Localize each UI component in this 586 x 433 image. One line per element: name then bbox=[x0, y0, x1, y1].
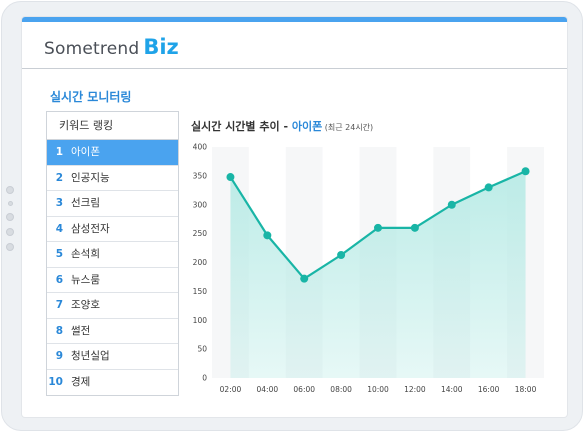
data-point bbox=[521, 167, 530, 176]
y-tick-label: 50 bbox=[197, 345, 207, 354]
series-area bbox=[230, 171, 526, 378]
y-tick-label: 400 bbox=[193, 143, 208, 152]
data-point bbox=[374, 223, 382, 232]
ranking-number: 1 bbox=[55, 146, 63, 158]
ranking-list: 1 아이폰 2 인공지능 3 선크림 4 삼성전자 5 손석희 6 뉴스룸 7 조양호 8 썰전 9 청년실업 10… bbox=[47, 140, 178, 395]
x-tick-label: 02:00 bbox=[220, 385, 242, 394]
ranking-item-2[interactable]: 2 인공지능 bbox=[47, 166, 178, 191]
data-point bbox=[484, 183, 493, 192]
device-side-buttons bbox=[6, 186, 14, 258]
ranking-number: 7 bbox=[55, 299, 63, 311]
x-tick-label: 04:00 bbox=[257, 385, 279, 394]
chart-title: 실시간 시간별 추이 - 아이폰 (최근 24시간) bbox=[191, 118, 373, 134]
data-point bbox=[263, 231, 272, 240]
brand-logo[interactable]: Sometrend Biz bbox=[44, 35, 179, 59]
ranking-item-7[interactable]: 7 조양호 bbox=[47, 293, 178, 319]
x-tick-label: 16:00 bbox=[478, 385, 500, 394]
ranking-label: 썰전 bbox=[71, 324, 91, 337]
x-tick-label: 12:00 bbox=[404, 385, 426, 394]
ranking-item-4[interactable]: 4 삼성전자 bbox=[47, 217, 178, 242]
ranking-number: 4 bbox=[55, 222, 63, 235]
x-tick-label: 18:00 bbox=[515, 385, 537, 394]
ranking-label: 아이폰 bbox=[71, 146, 100, 158]
x-tick-label: 08:00 bbox=[330, 385, 352, 394]
data-point bbox=[337, 250, 346, 259]
chart-title-sub: (최근 24시간) bbox=[322, 123, 374, 132]
top-accent-bar bbox=[22, 17, 567, 22]
side-dot-icon bbox=[8, 201, 13, 206]
ranking-item-3[interactable]: 3 선크림 bbox=[47, 191, 178, 217]
section-title: 실시간 모니터링 bbox=[50, 90, 132, 104]
ranking-label: 선크림 bbox=[71, 197, 100, 209]
keyword-ranking-panel: 키워드 랭킹 1 아이폰 2 인공지능 3 선크림 4 삼성전자 5 손석희 6 뉴스룸 7 조양호 8 썰전… bbox=[46, 111, 179, 396]
app-header: Sometrend Biz bbox=[22, 22, 567, 69]
y-tick-label: 300 bbox=[193, 200, 208, 209]
x-tick-label: 06:00 bbox=[293, 385, 315, 394]
chart-title-main: 실시간 시간별 추이 - bbox=[191, 120, 292, 133]
ranking-item-1[interactable]: 1 아이폰 bbox=[47, 140, 178, 166]
ranking-label: 삼성전자 bbox=[71, 222, 110, 235]
data-point bbox=[410, 223, 419, 232]
chart-title-keyword: 아이폰 bbox=[291, 120, 323, 133]
ranking-label: 경제 bbox=[71, 375, 91, 388]
side-button-icon bbox=[6, 186, 14, 194]
data-point bbox=[300, 274, 309, 283]
ranking-number: 3 bbox=[55, 197, 63, 209]
ranking-number: 8 bbox=[55, 324, 63, 337]
y-tick-label: 350 bbox=[193, 171, 208, 180]
ranking-number: 6 bbox=[55, 273, 63, 286]
x-tick-label: 14:00 bbox=[441, 385, 463, 394]
ranking-header: 키워드 랭킹 bbox=[47, 112, 178, 140]
brand-word: Sometrend bbox=[44, 39, 140, 59]
data-point bbox=[447, 200, 456, 209]
y-tick-label: 150 bbox=[193, 287, 208, 296]
x-tick-label: 10:00 bbox=[367, 385, 389, 394]
ranking-label: 손석희 bbox=[71, 248, 100, 260]
side-button-icon bbox=[6, 213, 14, 221]
side-button-icon bbox=[6, 228, 14, 236]
data-point bbox=[226, 173, 235, 182]
ranking-label: 인공지능 bbox=[71, 171, 110, 184]
side-button-icon bbox=[6, 243, 14, 251]
ranking-item-6[interactable]: 6 뉴스룸 bbox=[47, 268, 178, 293]
brand-suffix: Biz bbox=[143, 35, 179, 59]
y-tick-label: 100 bbox=[193, 316, 208, 325]
app-screen: Sometrend Biz 실시간 모니터링 키워드 랭킹 1 아이폰 2 인공지능 3 선… bbox=[22, 17, 567, 417]
ranking-label: 조양호 bbox=[71, 299, 100, 311]
ranking-label: 청년실업 bbox=[71, 350, 110, 362]
ranking-item-5[interactable]: 5 손석희 bbox=[47, 242, 178, 268]
ranking-number: 5 bbox=[55, 248, 63, 260]
ranking-number: 2 bbox=[55, 171, 63, 184]
ranking-item-10[interactable]: 10 경제 bbox=[47, 370, 178, 396]
y-tick-label: 200 bbox=[193, 258, 208, 267]
ranking-item-8[interactable]: 8 썰전 bbox=[47, 319, 178, 344]
ranking-item-9[interactable]: 9 청년실업 bbox=[47, 344, 178, 370]
trend-chart: 0 50 100 150 200 250 300 350 400 02:00 04:00 06:00 0… bbox=[193, 143, 544, 394]
ranking-label: 뉴스룸 bbox=[71, 273, 100, 286]
ranking-number: 10 bbox=[48, 375, 63, 388]
y-tick-label: 0 bbox=[202, 374, 207, 383]
y-tick-label: 250 bbox=[193, 229, 208, 238]
ranking-number: 9 bbox=[55, 350, 63, 362]
